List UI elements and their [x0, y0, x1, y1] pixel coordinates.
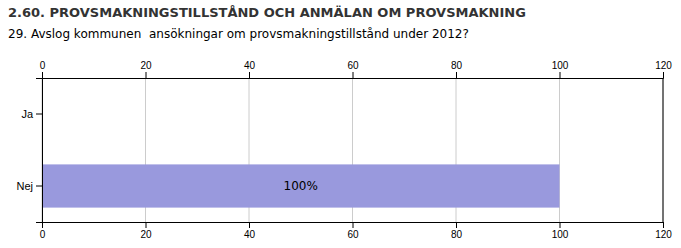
- tick-mark: [353, 222, 354, 228]
- grid-line: [663, 78, 664, 222]
- tick-label: 0: [40, 229, 46, 240]
- tick-label: 20: [140, 60, 152, 71]
- tick-label: 40: [244, 229, 256, 240]
- bars: [42, 164, 560, 207]
- y-axis: Ja Nej: [16, 79, 42, 223]
- tick: 0: [40, 222, 46, 240]
- tick-label: Nej: [16, 180, 33, 192]
- tick-label: 100: [552, 60, 569, 71]
- tick-mark: [663, 222, 664, 228]
- chart: 2.60. PROVSMAKNINGSTILLSTÅND OCH ANMÄLAN…: [0, 0, 681, 248]
- frame: [663, 78, 664, 222]
- axis-line: [43, 223, 664, 229]
- tick-mark: [663, 72, 664, 78]
- subtitle: 29. Avslog kommunen ansökningar om provs…: [8, 27, 469, 41]
- plot: 100% 0 20 40 60 80 100 120 0 20 40 60 80 100 120 Ja Nej: [16, 60, 672, 240]
- tick: 20: [140, 60, 152, 78]
- tick-mark: [353, 72, 354, 78]
- tick-mark: [42, 72, 43, 78]
- tick-label: 60: [347, 60, 359, 71]
- tick-label: 0: [40, 60, 46, 71]
- bar: [42, 164, 560, 207]
- axis-line: [36, 79, 43, 223]
- tick: 120: [655, 60, 672, 78]
- data-label: 100%: [284, 179, 318, 193]
- tick-label: 20: [140, 229, 152, 240]
- tick-mark: [249, 72, 250, 78]
- tick-label: 60: [347, 229, 359, 240]
- tick-mark: [560, 222, 561, 228]
- tick-mark: [456, 72, 457, 78]
- tick: 20: [140, 222, 152, 240]
- tick: 80: [451, 60, 463, 78]
- tick: 0: [40, 60, 46, 78]
- tick-mark: [560, 72, 561, 78]
- tick-mark: [146, 72, 147, 78]
- grid: [42, 78, 663, 222]
- tick-mark: [36, 114, 42, 115]
- tick-label: 100: [552, 229, 569, 240]
- tick-label: 120: [655, 229, 672, 240]
- data-labels: 100%: [284, 179, 318, 193]
- tick-label: Ja: [21, 108, 34, 120]
- tick: 80: [451, 222, 463, 240]
- tick-label: 40: [244, 60, 256, 71]
- tick: 40: [244, 222, 256, 240]
- tick: 60: [347, 60, 359, 78]
- tick-mark: [146, 222, 147, 228]
- tick: 100: [552, 60, 569, 78]
- tick: 100: [552, 222, 569, 240]
- title: 2.60. PROVSMAKNINGSTILLSTÅND OCH ANMÄLAN…: [8, 5, 526, 20]
- tick: 40: [244, 60, 256, 78]
- tick: Ja: [21, 108, 42, 120]
- tick-label: 80: [451, 60, 463, 71]
- tick: 60: [347, 222, 359, 240]
- tick-label: 120: [655, 60, 672, 71]
- tick: 120: [655, 222, 672, 240]
- x-axis: 0 20 40 60 80 100 120: [40, 222, 673, 240]
- axis-line: [43, 72, 664, 79]
- tick-mark: [36, 186, 42, 187]
- tick-mark: [456, 222, 457, 228]
- tick: Nej: [16, 180, 42, 192]
- tick-mark: [249, 222, 250, 228]
- tick-label: 80: [451, 229, 463, 240]
- x-axis-top: 0 20 40 60 80 100 120: [40, 60, 673, 79]
